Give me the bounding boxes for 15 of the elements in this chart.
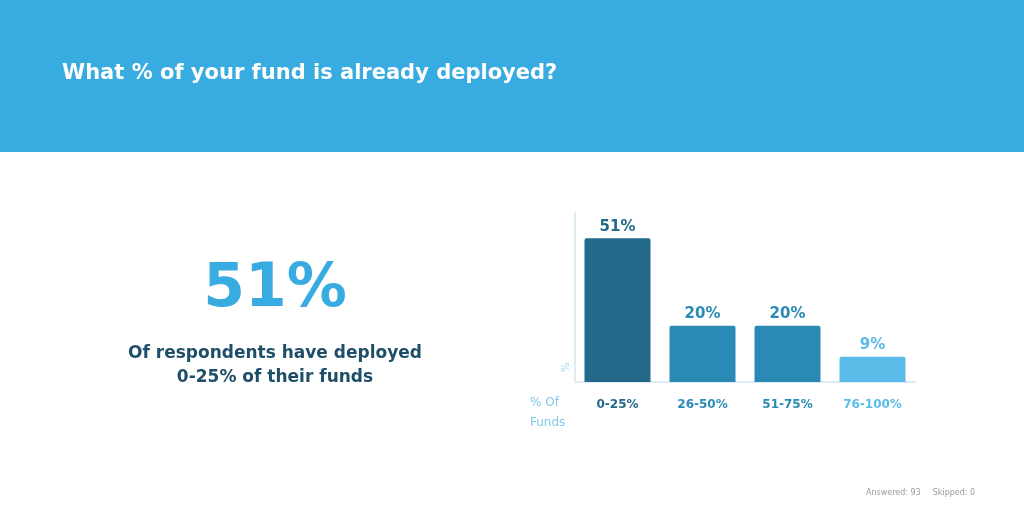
- y-axis-title: %: [559, 362, 571, 372]
- text: Of respondents have deployed 0-25% of their funds: [127, 341, 423, 388]
- x-tick-label: 26-50%: [677, 397, 728, 411]
- data-label: 20%: [769, 304, 806, 323]
- text: Answered: 93: [866, 488, 921, 497]
- data-label: 9%: [859, 335, 886, 354]
- data-label: 51%: [599, 216, 636, 235]
- text: What % of your fund is already deployed?: [62, 60, 558, 84]
- x-tick-label: 76-100%: [843, 397, 902, 411]
- text: 51%: [202, 250, 348, 320]
- data-label: 20%: [684, 304, 721, 323]
- x-tick-label: 51-75%: [762, 397, 813, 411]
- x-axis-title: % Of Funds: [530, 395, 566, 429]
- x-tick-label: 0-25%: [596, 397, 639, 411]
- text: Skipped: 0: [932, 488, 976, 497]
